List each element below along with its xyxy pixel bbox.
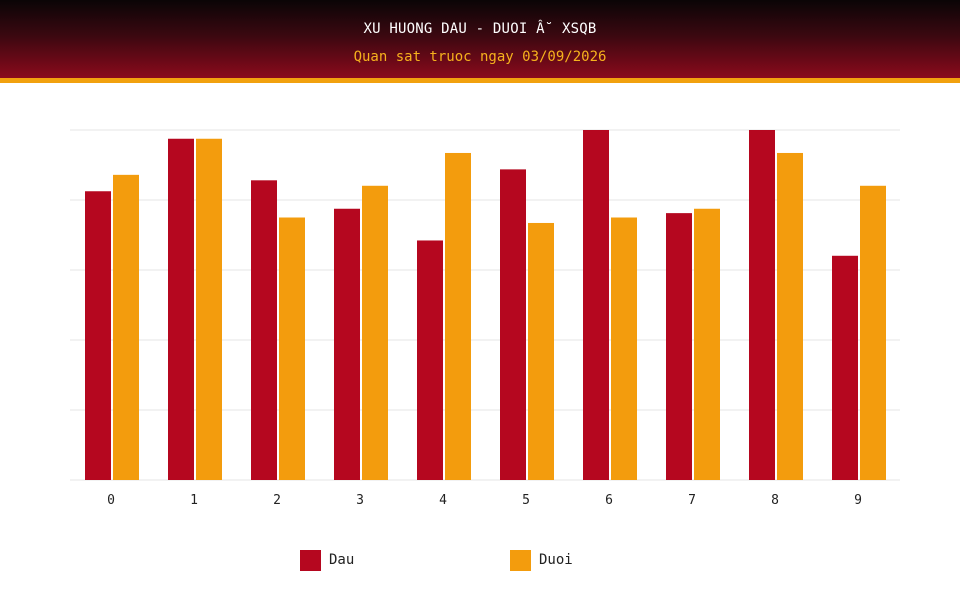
- x-tick-label-7: 7: [688, 493, 696, 508]
- bar-duoi-8: [777, 153, 803, 480]
- bar-dau-0: [85, 191, 111, 480]
- legend-swatch-dau: [300, 550, 321, 571]
- bar-duoi-5: [528, 223, 554, 480]
- bar-dau-8: [749, 130, 775, 480]
- x-tick-label-8: 8: [771, 493, 779, 508]
- bar-dau-3: [334, 209, 360, 480]
- bar-duoi-4: [445, 153, 471, 480]
- bar-duoi-9: [860, 186, 886, 480]
- x-tick-label-1: 1: [190, 493, 198, 508]
- bar-dau-2: [251, 180, 277, 480]
- legend-swatch-duoi: [510, 550, 531, 571]
- bar-duoi-7: [694, 209, 720, 480]
- legend-label-dau: Dau: [329, 552, 354, 568]
- bar-dau-1: [168, 139, 194, 480]
- x-tick-label-9: 9: [854, 493, 862, 508]
- x-tick-labels: 0 1 2 3 4 5 6 7 8 9: [107, 493, 862, 508]
- gridlines: [70, 130, 900, 480]
- legend-label-duoi: Duoi: [539, 552, 573, 568]
- x-tick-label-4: 4: [439, 493, 447, 508]
- bar-dau-7: [666, 213, 692, 480]
- x-tick-label-0: 0: [107, 493, 115, 508]
- x-tick-label-5: 5: [522, 493, 530, 508]
- bar-duoi-0: [113, 175, 139, 480]
- bars: [85, 130, 886, 480]
- bar-duoi-3: [362, 186, 388, 480]
- x-tick-label-2: 2: [273, 493, 281, 508]
- bar-duoi-6: [611, 218, 637, 481]
- bar-dau-6: [583, 130, 609, 480]
- x-tick-label-6: 6: [605, 493, 613, 508]
- x-tick-label-3: 3: [356, 493, 364, 508]
- bar-duoi-2: [279, 218, 305, 481]
- bar-dau-9: [832, 256, 858, 480]
- bar-duoi-1: [196, 139, 222, 480]
- bar-dau-4: [417, 240, 443, 480]
- bar-dau-5: [500, 169, 526, 480]
